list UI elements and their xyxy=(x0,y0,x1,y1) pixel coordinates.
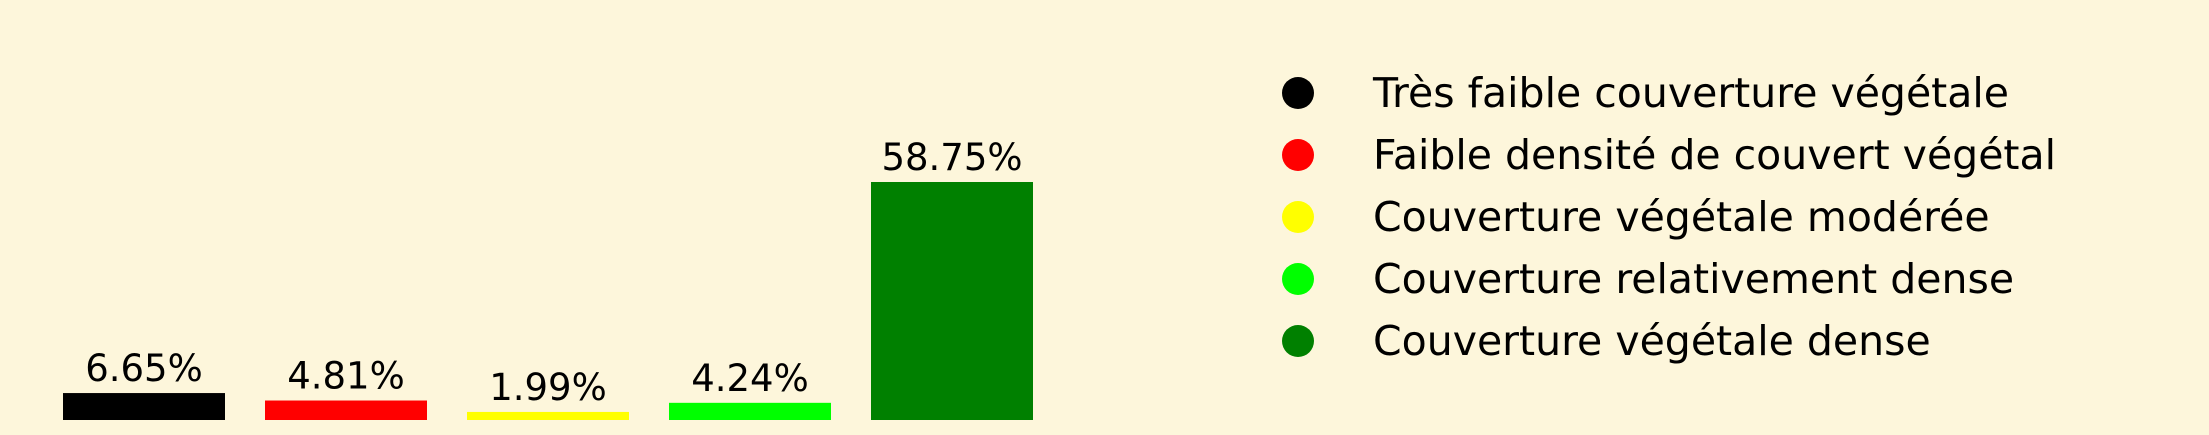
legend-marker-5 xyxy=(1282,325,1314,357)
legend-marker-4 xyxy=(1282,263,1314,295)
bars-group xyxy=(63,182,1033,420)
bar-4 xyxy=(669,402,831,420)
legend-marker-1 xyxy=(1282,77,1314,109)
legend-label-1: Très faible couverture végétale xyxy=(1372,69,2009,117)
bar-3 xyxy=(467,411,629,420)
bar-value-label-4: 4.24% xyxy=(691,357,809,400)
bar-value-label-1: 6.65% xyxy=(85,347,203,390)
bar-value-label-5: 58.75% xyxy=(881,136,1022,179)
legend: Très faible couverture végétale Faible de… xyxy=(1282,69,2056,365)
bar-2 xyxy=(265,400,427,420)
legend-label-5: Couverture végétale dense xyxy=(1373,317,1931,365)
legend-marker-2 xyxy=(1282,139,1314,171)
bar-labels-group: 6.65% 4.81% 1.99% 4.24% 58.75% xyxy=(85,136,1022,409)
legend-label-4: Couverture relativement dense xyxy=(1373,255,2014,303)
legend-label-3: Couverture végétale modérée xyxy=(1373,193,1990,241)
bar-value-label-3: 1.99% xyxy=(489,366,607,409)
bar-1 xyxy=(63,393,225,420)
legend-label-2: Faible densité de couvert végétal xyxy=(1373,131,2056,179)
legend-marker-3 xyxy=(1282,201,1314,233)
bar-5 xyxy=(871,182,1033,420)
bar-value-label-2: 4.81% xyxy=(287,355,405,398)
